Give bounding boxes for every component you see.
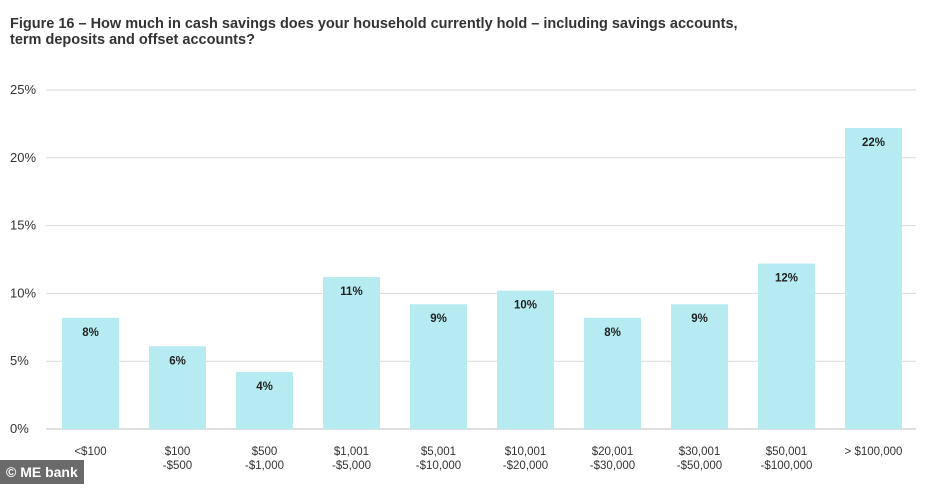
x-tick-label: -$50,000 (677, 460, 722, 472)
bar (323, 277, 380, 429)
bar (671, 304, 728, 429)
data-label: 11% (340, 286, 362, 298)
x-tick-label: $5,001 (421, 446, 456, 458)
x-tick-label: $10,001 (505, 446, 547, 458)
x-tick-label: -$1,000 (245, 460, 284, 472)
y-tick-label: 20% (10, 150, 36, 165)
data-label: 9% (430, 313, 447, 325)
x-tick-label: $500 (252, 446, 278, 458)
data-label: 8% (604, 327, 621, 339)
y-tick-label: 25% (10, 82, 36, 97)
copyright-watermark: © ME bank (0, 460, 84, 484)
bar (410, 304, 467, 429)
chart-title: Figure 16 – How much in cash savings doe… (10, 16, 738, 48)
x-tick-label: -$30,000 (590, 460, 635, 472)
y-tick-label: 0% (10, 421, 29, 436)
data-label: 4% (256, 381, 273, 393)
data-label: 10% (514, 300, 537, 312)
y-tick-label: 10% (10, 285, 36, 300)
x-tick-label: $20,001 (592, 446, 634, 458)
x-tick-label: -$100,000 (761, 460, 813, 472)
bar (62, 317, 119, 429)
x-tick-label: $30,001 (679, 446, 721, 458)
bar (497, 290, 554, 429)
x-tick-label: $100 (165, 446, 191, 458)
y-tick-label: 5% (10, 353, 29, 368)
x-tick-label: -$10,000 (416, 460, 461, 472)
data-label: 8% (82, 327, 99, 339)
x-tick-label: -$5,000 (332, 460, 371, 472)
x-tick-label: -$20,000 (503, 460, 548, 472)
data-label: 22% (862, 137, 885, 149)
data-label: 9% (691, 313, 708, 325)
x-tick-label: -$500 (163, 460, 192, 472)
y-tick-label: 15% (10, 218, 36, 233)
x-tick-label: <$100 (74, 446, 106, 458)
bar (845, 127, 902, 429)
x-tick-label: $50,001 (766, 446, 808, 458)
bar (149, 346, 206, 429)
x-tick-label: $1,001 (334, 446, 369, 458)
bar (758, 263, 815, 429)
x-tick-label: > $100,000 (845, 446, 903, 458)
data-label: 6% (169, 355, 186, 367)
bar (584, 317, 641, 429)
bar (236, 372, 293, 429)
data-label: 12% (775, 273, 798, 285)
